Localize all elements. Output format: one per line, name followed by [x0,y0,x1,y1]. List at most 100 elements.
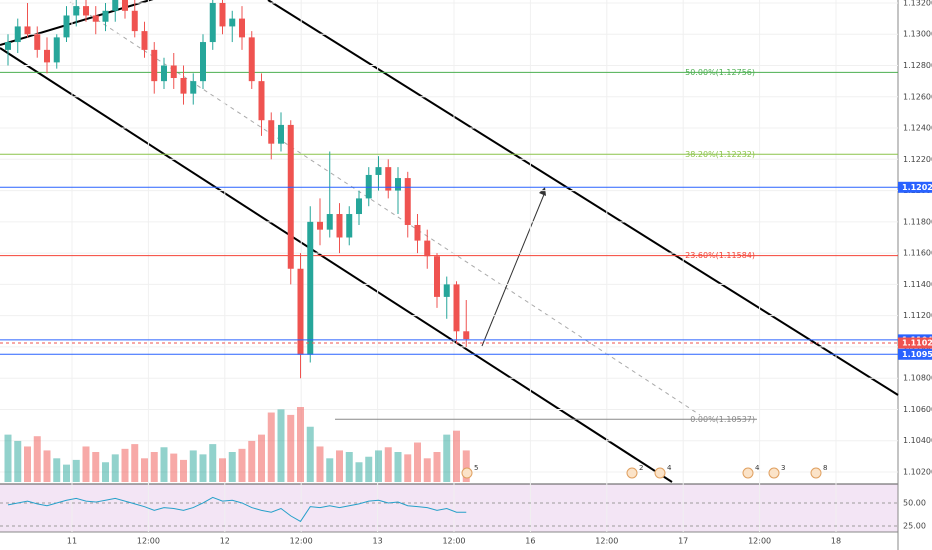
volume-bar [219,458,226,482]
candle-body [122,0,128,11]
volume-bar [53,458,61,482]
x-tick-label: 12:00 [137,537,160,546]
event-icon [810,467,822,479]
candle-body [73,6,80,16]
candle-body [278,124,284,144]
volume-bar [433,452,441,482]
volume-bar [180,459,187,482]
volume-bar [209,444,217,482]
volume-bar [170,453,178,482]
candle-body [14,26,21,43]
candle-body [375,167,382,175]
volume-bar [462,450,470,482]
volume-bar [33,436,41,482]
volume-bar [287,414,295,482]
volume-bar [248,440,256,482]
volume-bar [63,464,70,482]
candle-body [248,37,255,82]
candle-body [63,15,70,38]
event-label: 4 [667,464,672,472]
candle-body [34,34,41,50]
volume-bar [316,446,324,482]
candle-body [170,65,177,79]
candle-body [24,26,31,35]
y-tick-label: 1.12600 [903,92,932,101]
candle-body [287,124,294,269]
candle-body [229,18,236,27]
event-label: 8 [823,464,827,472]
y-tick-label: 1.12800 [903,61,932,70]
event-icon [626,467,638,479]
y-tick-label: 1.10200 [903,467,932,476]
y-tick-label: 1.12400 [903,124,932,133]
volume-bar [4,434,12,482]
candle-body [385,167,392,191]
x-tick-label: 16 [525,537,535,546]
price-tag [898,337,932,349]
candle-body [268,120,275,144]
event-label: 2 [639,464,643,472]
fib-label: 50.00%(1.12756) [685,68,755,77]
volume-bar [326,458,334,482]
x-tick-label: 12 [220,537,230,546]
fib-label: 0.00%(1.10537) [690,415,755,424]
candle-body [443,284,450,297]
y-tick-label: 1.10400 [903,436,932,445]
volume-bar [111,454,119,482]
volume-bar [336,450,343,482]
price-tag [898,181,932,193]
candle-body [326,214,333,230]
event-icon [768,467,780,479]
event-label: 5 [474,464,478,472]
volume-bar [277,409,285,482]
x-tick-label: 11 [67,537,77,546]
trend-line [0,0,154,46]
volume-bar [228,452,236,482]
candle-body [161,65,167,82]
price-tag-label: 1.10953 [902,350,932,359]
candle-body [190,81,197,94]
volume-bar [189,450,197,482]
y-tick-label: 1.13200 [903,0,932,7]
event-label: 4 [755,464,760,472]
volume-bar [453,430,460,482]
candle-body [356,198,362,215]
volume-bar [355,462,363,482]
volume-bar [443,434,451,482]
candle-body [112,0,119,11]
rsi-panel [0,484,898,532]
x-tick-label: 17 [678,537,688,546]
volume-bar [92,452,100,482]
candle-body [404,178,411,225]
volume-bar [141,458,148,482]
volume-bar [102,462,109,482]
x-tick-label: 12:00 [442,537,465,546]
volume-bar [131,444,139,482]
y-tick-label: 1.10600 [903,405,932,414]
volume-bar [72,459,80,482]
projection-arrow [481,191,546,347]
candle-body [395,178,401,191]
candle-body [336,214,343,238]
candle-body [258,81,265,121]
candle-body [151,49,158,82]
y-tick-label: 1.11400 [903,280,932,289]
candle-body [365,174,372,199]
candle-body [83,6,89,16]
dashed-trend [69,1,701,416]
candle-body [453,284,460,332]
candle-body [209,2,216,43]
event-icon [461,467,473,479]
x-tick-label: 12:00 [290,537,313,546]
candle-body [307,221,314,355]
y-tick-label: 1.10800 [903,374,932,383]
x-tick-label: 12:00 [748,537,771,546]
y-tick-label: 1.13000 [903,30,932,39]
candle-body [297,268,304,355]
candle-body [53,37,60,63]
candle-body [131,10,138,32]
volume-bar [345,452,353,482]
candle-body [317,221,323,230]
